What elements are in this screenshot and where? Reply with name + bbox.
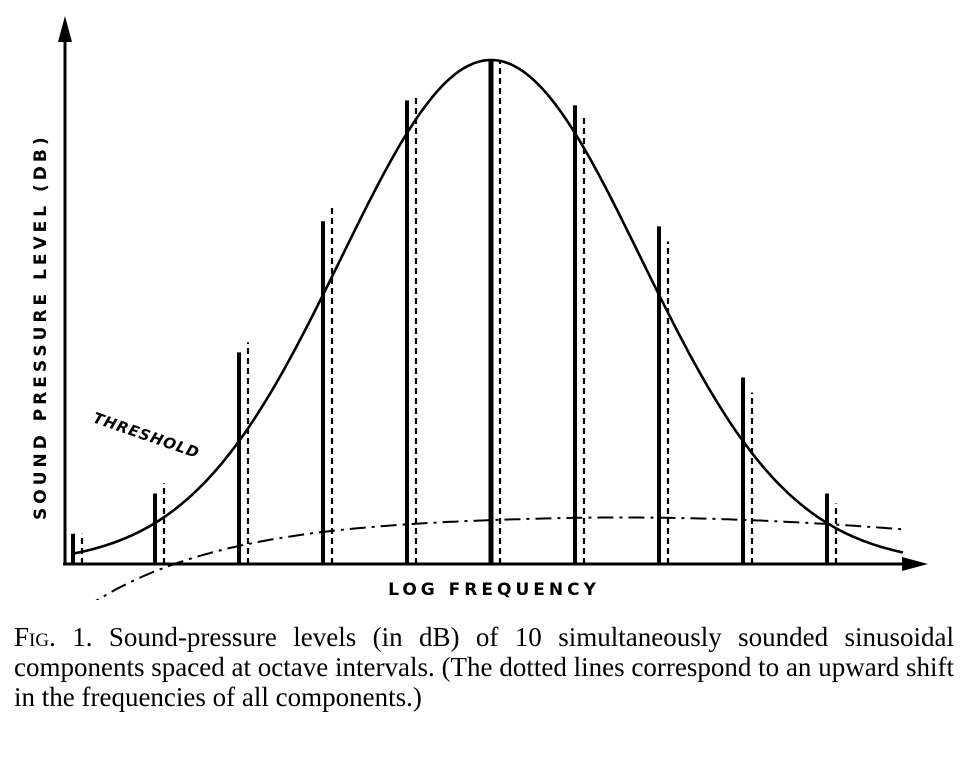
threshold-curve [95,516,905,600]
threshold-layer [95,516,905,600]
figure-caption: Fig. 1. Sound-pressure levels (in dB) of… [14,622,954,712]
x-axis-arrow-icon [902,557,928,571]
envelope-layer [71,58,904,556]
threshold-label: THRESHOLD [91,409,202,462]
caption-lead: Fig. 1. [14,622,93,652]
x-axis-label: LOG FREQUENCY [388,580,600,600]
y-axis-arrow-icon [58,16,72,42]
figure: SOUND PRESSURE LEVEL (DB) LOG FREQUENCY … [31,16,928,600]
caption-text: Sound-pressure levels (in dB) of 10 simu… [14,622,954,712]
y-axis-label: SOUND PRESSURE LEVEL (DB) [31,133,51,520]
component-layer [71,60,838,564]
envelope-curve [71,58,904,556]
